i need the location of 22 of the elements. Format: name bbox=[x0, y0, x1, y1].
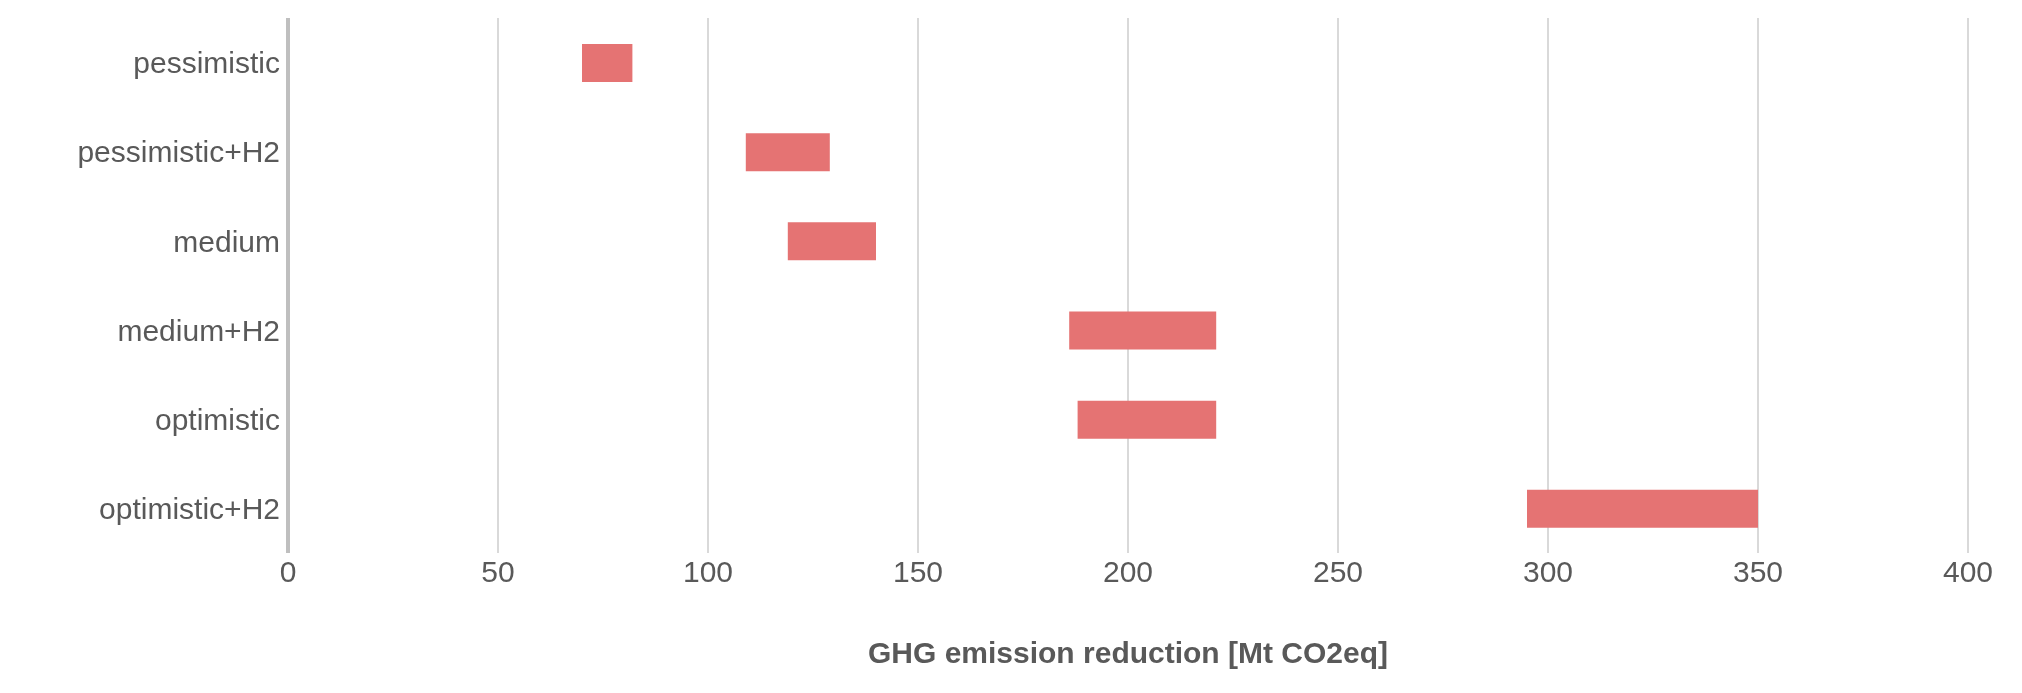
x-tick-label: 250 bbox=[1312, 555, 1364, 589]
y-tick-label: optimistic bbox=[154, 402, 280, 436]
x-axis-title: GHG emission reduction [Mt CO2eq] bbox=[867, 636, 1389, 669]
bar bbox=[1527, 489, 1758, 528]
x-tick-label: 100 bbox=[682, 555, 734, 589]
x-tick-label: 350 bbox=[1732, 555, 1784, 589]
x-tick-label: 50 bbox=[481, 555, 515, 589]
bar bbox=[745, 133, 830, 172]
x-tick-label: 300 bbox=[1522, 555, 1574, 589]
x-tick-label: 200 bbox=[1102, 555, 1154, 589]
x-tick-label: 0 bbox=[279, 555, 297, 589]
x-tick-label: 150 bbox=[892, 555, 944, 589]
y-tick-label: medium bbox=[173, 224, 280, 258]
y-tick-label: medium+H2 bbox=[117, 313, 280, 347]
y-tick-label: optimistic+H2 bbox=[99, 492, 280, 526]
y-tick-label: pessimistic bbox=[133, 46, 280, 80]
bar bbox=[1069, 311, 1217, 350]
bar bbox=[582, 44, 633, 82]
bar bbox=[787, 222, 876, 261]
bar bbox=[1077, 400, 1217, 439]
x-tick-label: 400 bbox=[1942, 555, 1994, 589]
y-tick-label: pessimistic+H2 bbox=[77, 135, 280, 169]
